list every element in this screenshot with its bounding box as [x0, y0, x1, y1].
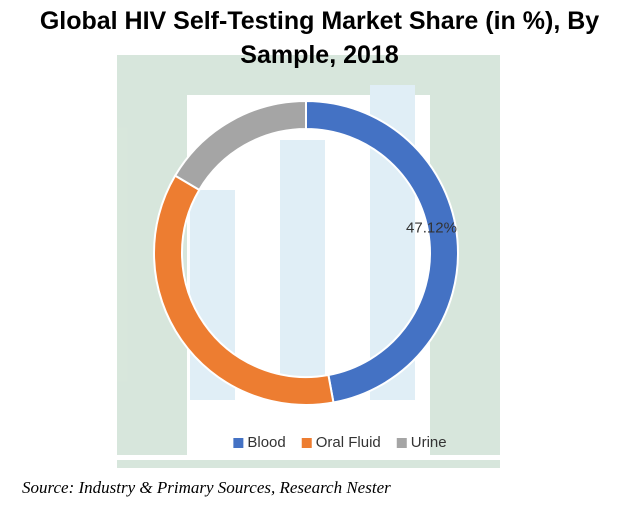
- legend-swatch: [396, 438, 407, 448]
- watermark: [117, 55, 500, 468]
- legend-label: Blood: [247, 434, 285, 451]
- chart-title: Global HIV Self-Testing Market Share (in…: [39, 7, 600, 69]
- donut-slice: [173, 99, 307, 192]
- legend-label: Oral Fluid: [316, 434, 381, 451]
- source-note: Source: Industry & Primary Sources, Rese…: [22, 478, 391, 497]
- legend-swatch: [301, 438, 312, 448]
- legend-swatch: [233, 438, 244, 448]
- legend-label: Urine: [411, 434, 447, 451]
- data-label: 47.12%: [406, 219, 457, 236]
